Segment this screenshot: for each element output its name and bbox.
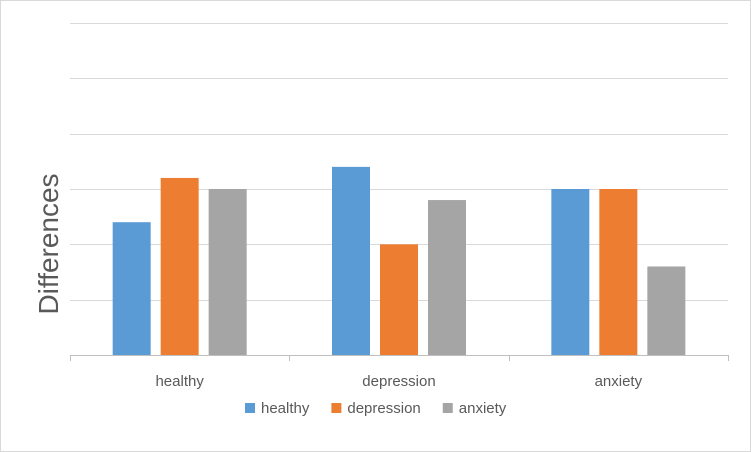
y-axis-label: Differences	[33, 173, 64, 314]
legend-swatch	[442, 403, 453, 413]
bar-depression-anxiety	[599, 189, 638, 355]
bar-depression-healthy	[160, 177, 199, 355]
legend-swatch	[331, 403, 342, 413]
x-tick-label: healthy	[155, 373, 204, 390]
x-tick-labels: healthy depression anxiety	[155, 373, 642, 390]
legend-swatch	[245, 403, 255, 413]
x-tick-label: anxiety	[595, 373, 643, 390]
legend-label: healthy	[261, 400, 310, 417]
x-tick-label: depression	[362, 373, 435, 390]
bar-healthy-depression	[332, 166, 370, 355]
bar-anxiety-depression	[428, 200, 466, 355]
bars	[112, 166, 686, 355]
x-axis	[70, 355, 729, 361]
bar-healthy-healthy	[112, 222, 151, 355]
legend: healthy depression anxiety	[245, 400, 507, 417]
legend-label: depression	[347, 400, 420, 417]
bar-healthy-anxiety	[551, 189, 590, 355]
bar-anxiety-anxiety	[647, 266, 686, 355]
legend-label: anxiety	[459, 400, 507, 417]
bar-depression-depression	[380, 244, 418, 355]
bar-anxiety-healthy	[208, 189, 247, 355]
